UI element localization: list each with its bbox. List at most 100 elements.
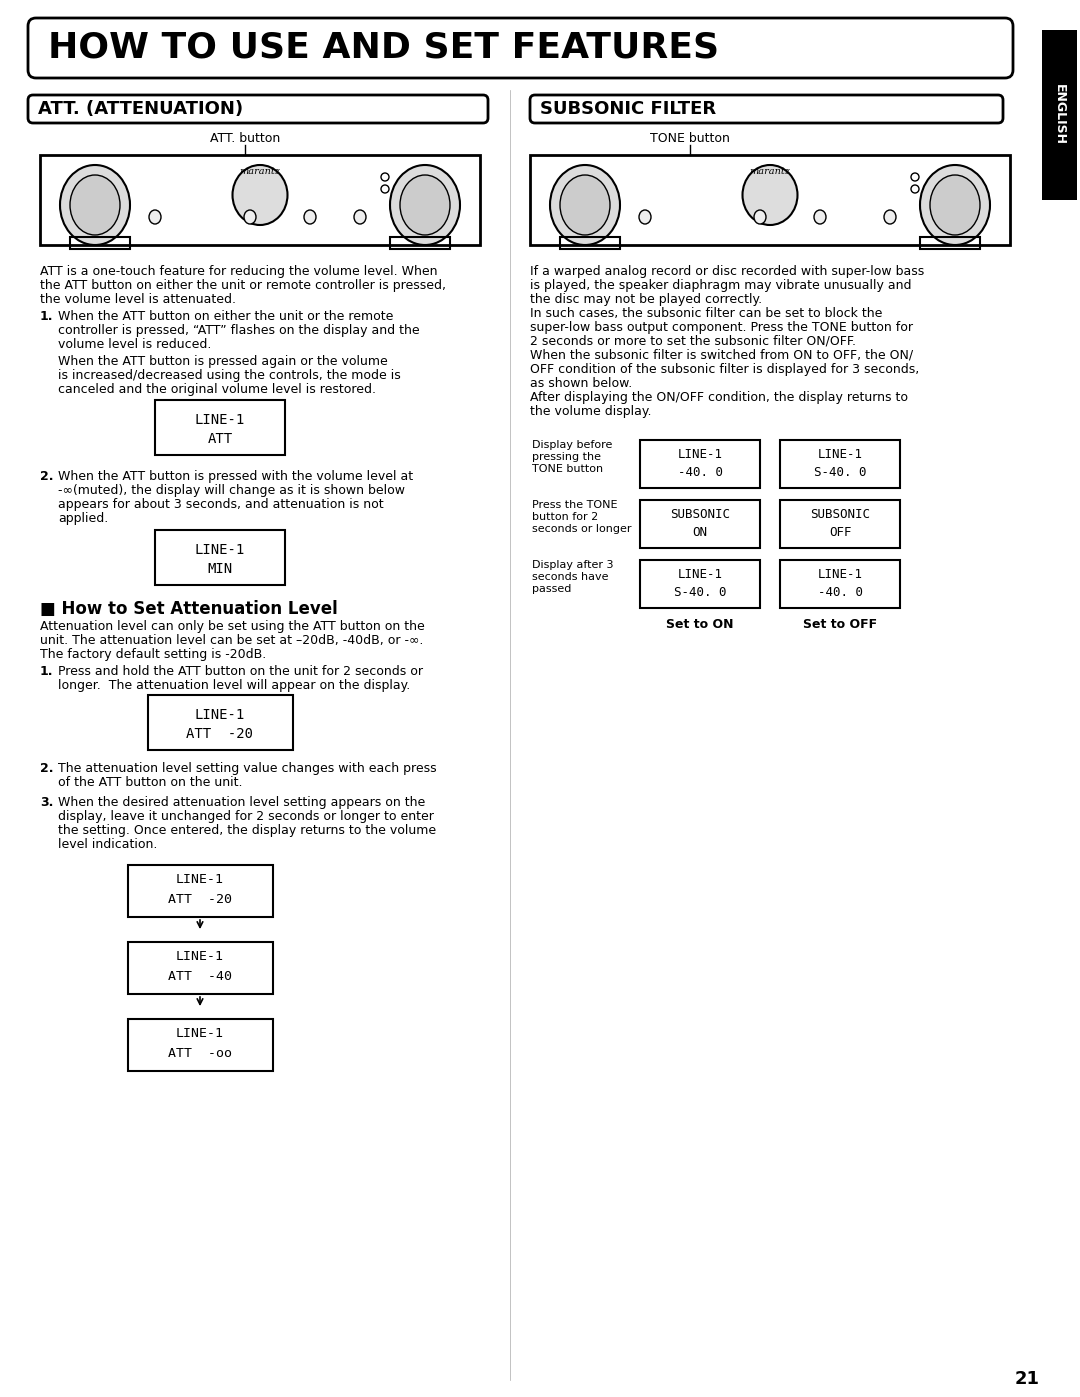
Text: seconds or longer: seconds or longer [532,524,632,534]
Bar [129,942,273,995]
Bar [40,155,480,244]
Text: In such cases, the subsonic filter can be set to block the: In such cases, the subsonic filter can b… [530,307,882,320]
Text: super-low bass output component. Press the TONE button for: super-low bass output component. Press t… [530,321,913,334]
Text: 1.: 1. [40,665,54,678]
Text: -∞(muted), the display will change as it is shown below: -∞(muted), the display will change as it… [58,483,405,497]
Ellipse shape [930,175,980,235]
Text: LINE-1: LINE-1 [176,950,224,963]
Ellipse shape [70,175,120,235]
Text: ATT. button: ATT. button [210,131,280,145]
Text: appears for about 3 seconds, and attenuation is not: appears for about 3 seconds, and attenua… [58,497,383,511]
Text: ATT. (ATTENUATION): ATT. (ATTENUATION) [38,101,243,117]
Text: HOW TO USE AND SET FEATURES: HOW TO USE AND SET FEATURES [48,31,719,66]
Text: When the subsonic filter is switched from ON to OFF, the ON/: When the subsonic filter is switched fro… [530,349,913,362]
Text: LINE-1: LINE-1 [176,873,224,886]
Bar [148,694,293,750]
Bar [1042,29,1077,200]
Text: After displaying the ON/OFF condition, the display returns to: After displaying the ON/OFF condition, t… [530,391,908,404]
Text: as shown below.: as shown below. [530,377,632,390]
Ellipse shape [920,165,990,244]
Text: marantz: marantz [240,168,281,176]
Text: OFF: OFF [828,527,851,539]
Bar [561,237,620,249]
Text: LINE-1: LINE-1 [194,543,245,557]
Ellipse shape [303,210,316,224]
Text: LINE-1: LINE-1 [818,448,863,461]
Text: LINE-1: LINE-1 [194,414,245,427]
Text: TONE button: TONE button [532,464,603,474]
Text: 3.: 3. [40,796,53,809]
Text: applied.: applied. [58,511,108,525]
Text: LINE-1: LINE-1 [818,569,863,581]
Text: is played, the speaker diaphragm may vibrate unusually and: is played, the speaker diaphragm may vib… [530,279,912,292]
Text: Display before: Display before [532,440,612,450]
Text: If a warped analog record or disc recorded with super-low bass: If a warped analog record or disc record… [530,265,924,278]
Ellipse shape [743,165,797,225]
Text: passed: passed [532,584,571,594]
Bar [530,155,1010,244]
Text: the volume display.: the volume display. [530,405,651,418]
Text: ATT: ATT [207,432,232,446]
Ellipse shape [390,165,460,244]
Text: ATT  -20: ATT -20 [187,726,254,740]
Text: the volume level is attenuated.: the volume level is attenuated. [40,293,237,306]
Text: LINE-1: LINE-1 [677,448,723,461]
Ellipse shape [561,175,610,235]
Text: pressing the: pressing the [532,453,600,462]
Text: controller is pressed, “ATT” flashes on the display and the: controller is pressed, “ATT” flashes on … [58,324,420,337]
Bar [156,529,285,585]
Bar [156,400,285,455]
Text: volume level is reduced.: volume level is reduced. [58,338,212,351]
Text: -40. 0: -40. 0 [818,585,863,599]
Text: 2.: 2. [40,761,54,775]
Ellipse shape [354,210,366,224]
Text: ATT  -20: ATT -20 [168,893,232,907]
Ellipse shape [244,210,256,224]
Ellipse shape [639,210,651,224]
Text: S-40. 0: S-40. 0 [813,467,866,479]
Bar [780,560,900,608]
Bar [129,865,273,916]
Text: ON: ON [692,527,707,539]
Text: TONE button: TONE button [650,131,730,145]
Text: canceled and the original volume level is restored.: canceled and the original volume level i… [58,383,376,395]
Text: the setting. Once entered, the display returns to the volume: the setting. Once entered, the display r… [58,824,436,837]
Text: Set to OFF: Set to OFF [802,617,877,631]
Text: S-40. 0: S-40. 0 [674,585,726,599]
Bar [640,560,760,608]
Ellipse shape [149,210,161,224]
Text: LINE-1: LINE-1 [176,1027,224,1039]
Ellipse shape [400,175,450,235]
Ellipse shape [232,165,287,225]
Bar [70,237,130,249]
Text: SUBSONIC: SUBSONIC [810,509,870,521]
Bar [640,500,760,548]
Text: 1.: 1. [40,310,54,323]
Text: Set to ON: Set to ON [666,617,733,631]
Text: Press the TONE: Press the TONE [532,500,618,510]
Text: ATT is a one-touch feature for reducing the volume level. When: ATT is a one-touch feature for reducing … [40,265,437,278]
Text: 2 seconds or more to set the subsonic filter ON/OFF.: 2 seconds or more to set the subsonic fi… [530,335,856,348]
Text: button for 2: button for 2 [532,511,598,522]
Text: When the desired attenuation level setting appears on the: When the desired attenuation level setti… [58,796,426,809]
Bar [640,440,760,488]
Text: ENGLISH: ENGLISH [1053,84,1066,145]
Text: When the ATT button on either the unit or the remote: When the ATT button on either the unit o… [58,310,393,323]
Text: The attenuation level setting value changes with each press: The attenuation level setting value chan… [58,761,436,775]
Text: unit. The attenuation level can be set at –20dB, -40dB, or -∞.: unit. The attenuation level can be set a… [40,634,423,647]
Ellipse shape [814,210,826,224]
Text: is increased/decreased using the controls, the mode is: is increased/decreased using the control… [58,369,401,381]
Text: LINE-1: LINE-1 [677,569,723,581]
Text: the disc may not be played correctly.: the disc may not be played correctly. [530,293,762,306]
Text: longer.  The attenuation level will appear on the display.: longer. The attenuation level will appea… [58,679,410,692]
Text: When the ATT button is pressed with the volume level at: When the ATT button is pressed with the … [58,469,414,483]
Ellipse shape [885,210,896,224]
Ellipse shape [754,210,766,224]
Bar [390,237,450,249]
Text: level indication.: level indication. [58,838,158,851]
Text: SUBSONIC FILTER: SUBSONIC FILTER [540,101,716,117]
Ellipse shape [550,165,620,244]
Text: ATT  -oo: ATT -oo [168,1046,232,1060]
Text: marantz: marantz [750,168,791,176]
Bar [780,440,900,488]
